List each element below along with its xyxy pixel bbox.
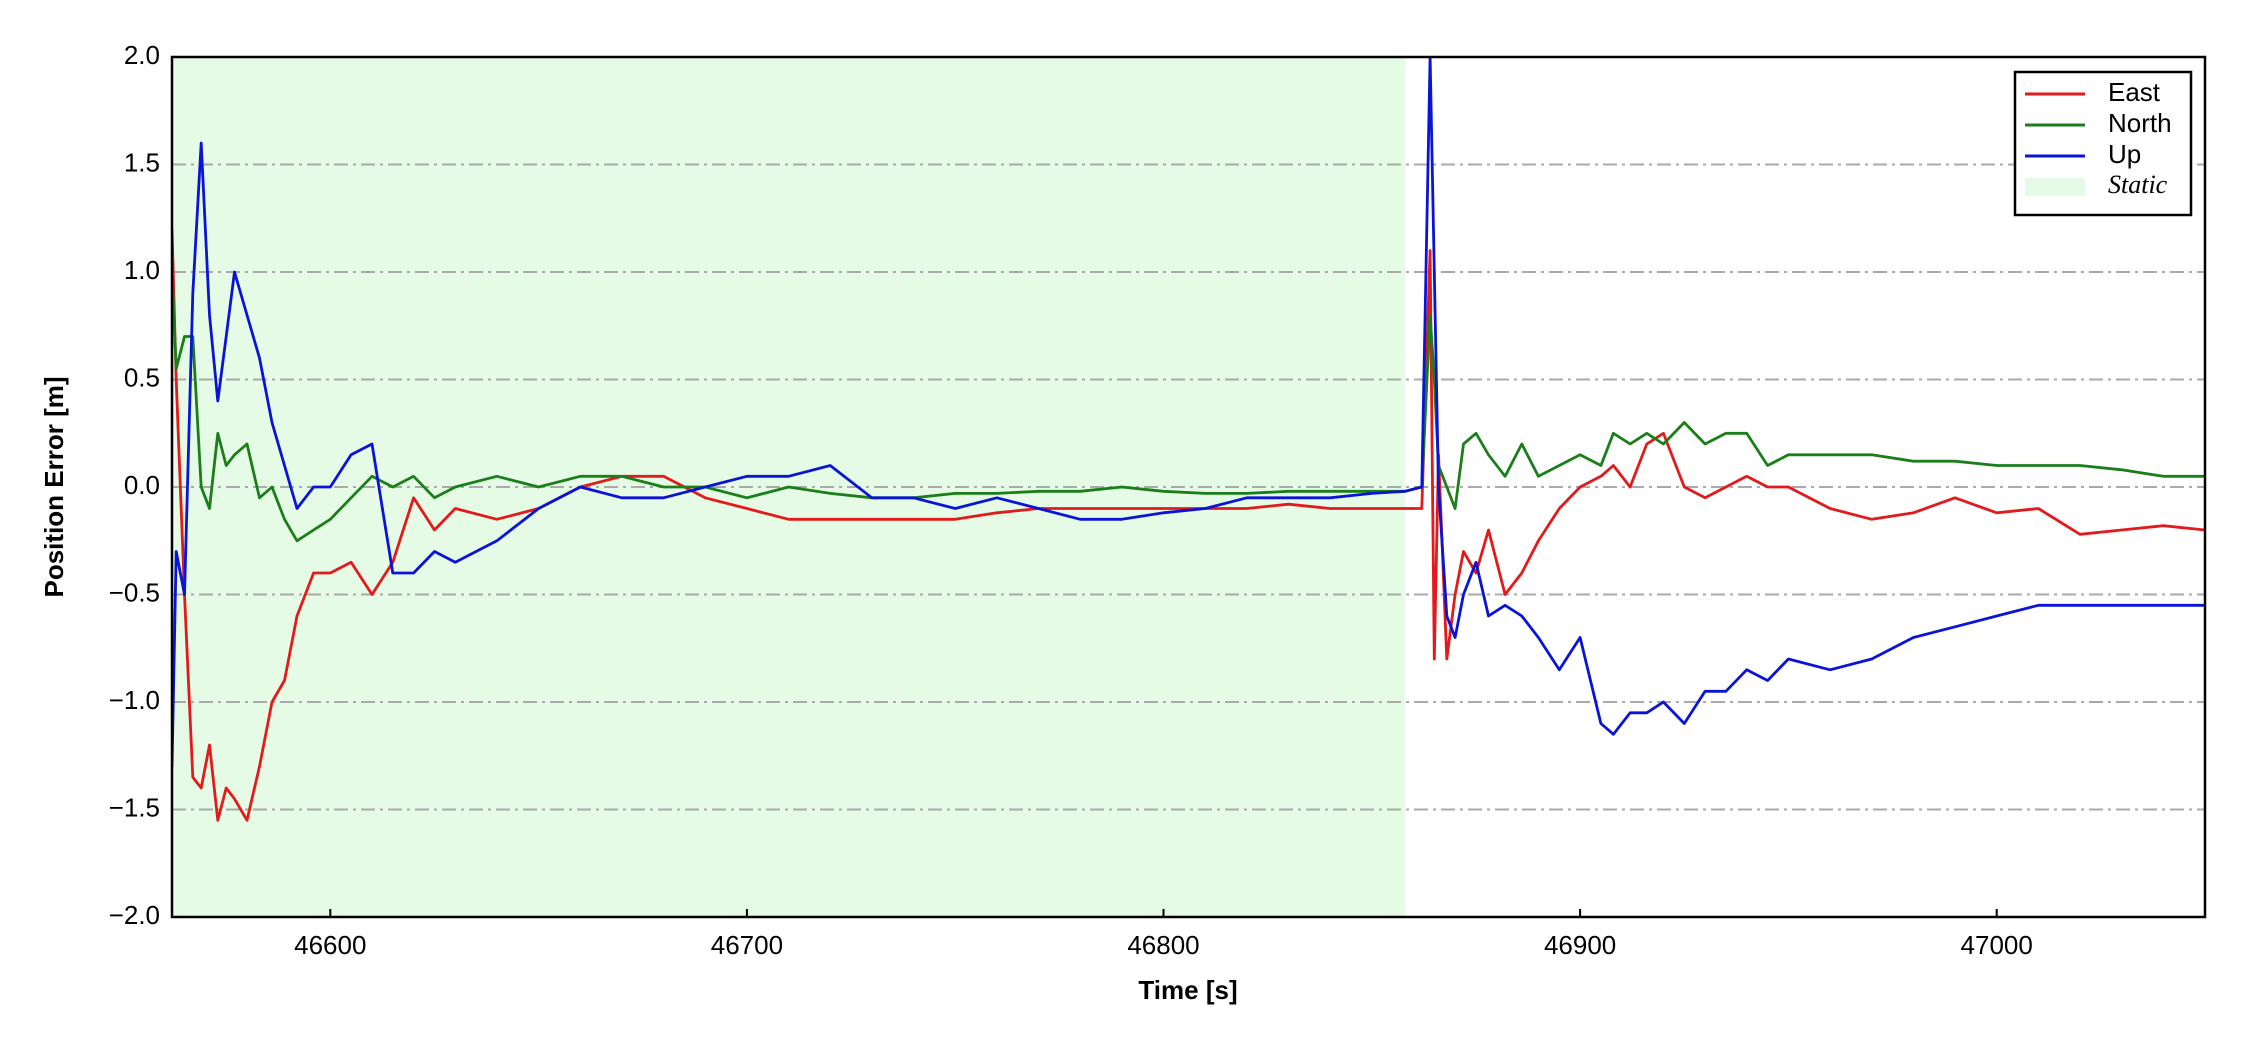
x-tick-label: 47000 [1961, 930, 2033, 960]
series-line [172, 228, 2205, 822]
series-line [172, 271, 2205, 543]
legend-label: Static [2108, 170, 2168, 199]
y-tick-label: 1.5 [124, 147, 160, 177]
series-line [172, 57, 2205, 767]
y-tick-label: −1.5 [109, 792, 160, 822]
y-tick-label: −2.0 [109, 900, 160, 930]
legend-label: North [2108, 108, 2172, 138]
y-tick-label: 0.0 [124, 470, 160, 500]
plot-frame [170, 55, 2207, 919]
y-tick-label: −1.0 [109, 685, 160, 715]
x-tick-label: 46700 [711, 930, 783, 960]
legend-label: East [2108, 77, 2161, 107]
y-tick-label: 1.0 [124, 255, 160, 285]
x-axis-label: Time [s] [1138, 975, 1237, 1005]
y-axis-label: Position Error [m] [39, 376, 69, 597]
x-tick-label: 46600 [294, 930, 366, 960]
legend-label: Up [2108, 139, 2141, 169]
x-tick-label: 46900 [1544, 930, 1616, 960]
x-tick-label: 46800 [1127, 930, 1199, 960]
legend-swatch [2025, 178, 2085, 196]
y-tick-label: 2.0 [124, 40, 160, 70]
y-tick-label: −0.5 [109, 577, 160, 607]
y-tick-label: 0.5 [124, 362, 160, 392]
